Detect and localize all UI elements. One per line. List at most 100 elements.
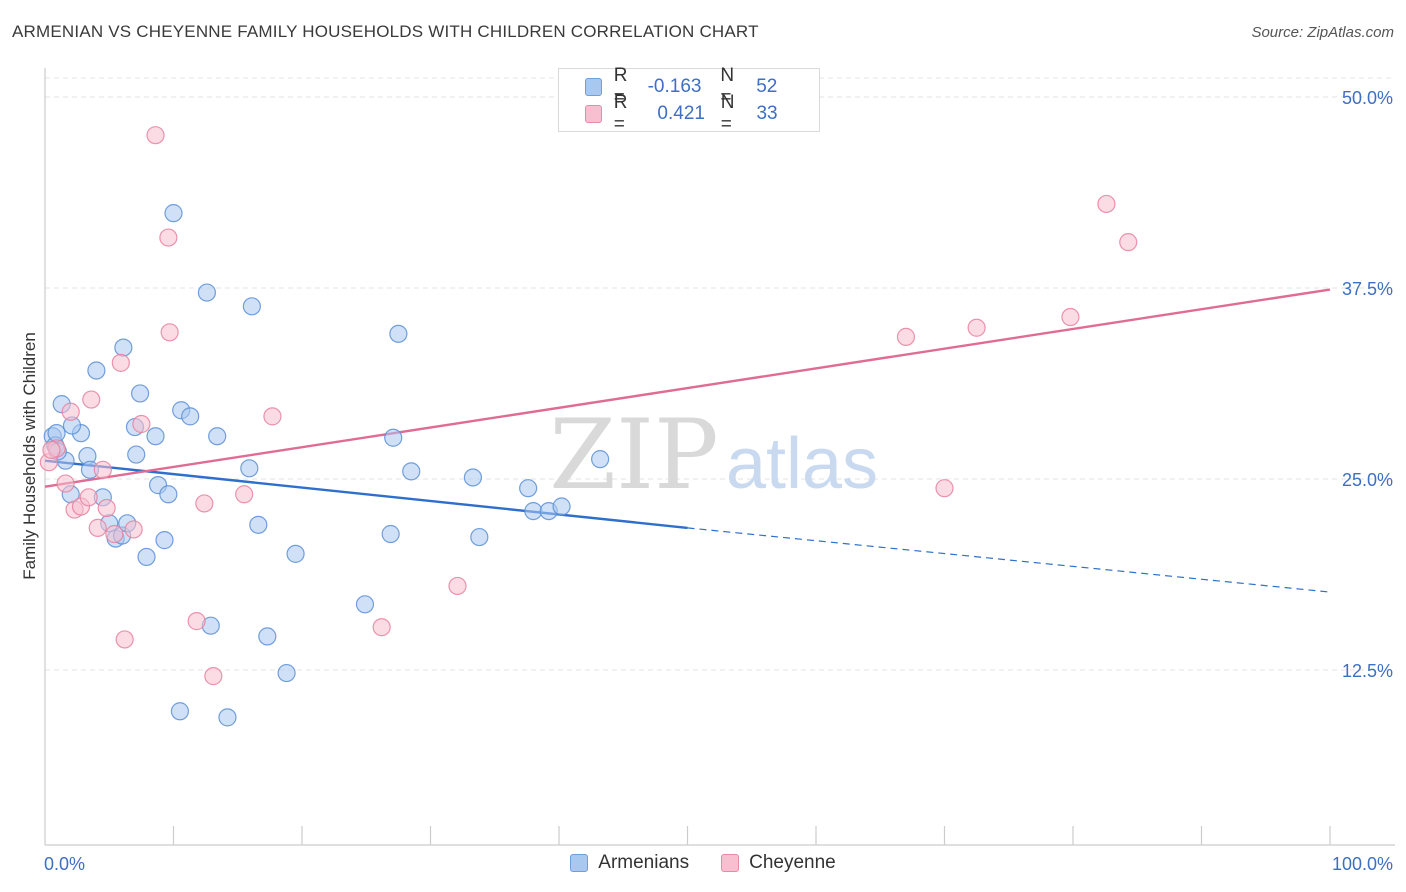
x-tick-label: 0.0%: [44, 854, 85, 874]
legend-n-value-armenians: 52: [756, 76, 778, 97]
point-cheyenne: [896, 327, 916, 346]
point-cheyenne: [235, 485, 254, 504]
point-cheyenne: [1119, 233, 1138, 252]
point-armenians: [470, 527, 489, 547]
point-cheyenne: [1061, 307, 1080, 327]
legend-swatch-armenians: [585, 78, 602, 96]
point-cheyenne: [105, 524, 124, 544]
point-cheyenne: [124, 520, 143, 539]
legend-r-label: R =: [613, 92, 628, 135]
series-swatch-cheyenne: [721, 854, 740, 872]
point-armenians: [164, 204, 183, 223]
grid-lines: [45, 77, 1395, 671]
point-armenians: [242, 297, 261, 316]
point-cheyenne: [56, 474, 75, 493]
series-legend-armenians[interactable]: Armenians: [570, 852, 689, 874]
point-armenians: [463, 468, 483, 487]
point-cheyenne: [160, 323, 179, 342]
point-cheyenne: [132, 414, 151, 434]
point-armenians: [240, 459, 259, 478]
point-cheyenne: [195, 494, 214, 513]
series-legend: Armenians Cheyenne: [0, 852, 1406, 874]
point-cheyenne: [97, 498, 116, 518]
point-armenians: [249, 515, 268, 534]
tick-labels: 12.5% 25.0% 37.5% 50.0% 0.0% 100.0%: [44, 88, 1393, 874]
legend-r-value-armenians: -0.163: [647, 76, 702, 97]
point-cheyenne: [1097, 194, 1116, 214]
point-cheyenne: [204, 667, 223, 686]
point-cheyenne: [263, 407, 282, 426]
point-armenians: [170, 702, 190, 721]
point-armenians: [552, 497, 571, 516]
point-armenians: [130, 384, 150, 403]
point-armenians: [87, 361, 106, 380]
point-cheyenne: [61, 402, 80, 421]
y-tick-label: 25.0%: [1342, 470, 1393, 490]
legend-n-label: N =: [720, 92, 735, 135]
point-armenians: [208, 427, 227, 446]
watermark: ZIP atlas: [549, 399, 878, 511]
series-swatch-armenians: [570, 854, 589, 872]
y-tick-label: 37.5%: [1342, 279, 1393, 299]
point-armenians: [127, 445, 146, 464]
point-armenians: [155, 531, 174, 550]
legend-n-label: N =: [720, 65, 735, 108]
point-cheyenne: [146, 126, 165, 145]
point-armenians: [258, 627, 277, 646]
point-armenians: [402, 462, 421, 481]
legend-row-cheyenne: R = 0.421 N = 33: [585, 92, 819, 135]
point-cheyenne: [935, 479, 954, 498]
trend-line-armenians: [44, 459, 688, 530]
y-tick-label: 12.5%: [1342, 661, 1393, 681]
x-tick-label: 100.0%: [1332, 854, 1393, 874]
data-points: [39, 126, 1138, 727]
point-armenians: [197, 283, 217, 302]
point-armenians: [181, 407, 200, 426]
point-armenians: [47, 424, 66, 443]
legend-swatch-cheyenne: [585, 105, 602, 123]
point-cheyenne: [448, 576, 467, 596]
series-legend-cheyenne[interactable]: Cheyenne: [721, 852, 836, 874]
point-cheyenne: [115, 630, 134, 649]
point-cheyenne: [93, 460, 112, 479]
legend-n-value-cheyenne: 33: [756, 103, 778, 124]
trend-line-armenians-extension: [687, 527, 1331, 593]
source-credit: Source: ZipAtlas.com: [1251, 24, 1394, 41]
point-armenians: [591, 450, 610, 469]
point-armenians: [524, 501, 543, 521]
legend-row-armenians: R = -0.163 N = 52: [585, 65, 819, 108]
point-armenians: [146, 427, 165, 446]
series-label-cheyenne: Cheyenne: [749, 852, 836, 873]
point-cheyenne: [79, 488, 98, 507]
point-armenians: [137, 547, 156, 567]
point-armenians: [381, 524, 400, 544]
point-cheyenne: [88, 518, 107, 537]
point-armenians: [355, 595, 375, 614]
trend-lines: [44, 288, 1331, 593]
point-armenians: [384, 428, 403, 447]
chart-title: ARMENIAN VS CHEYENNE FAMILY HOUSEHOLDS W…: [12, 22, 759, 41]
point-armenians: [389, 324, 408, 343]
point-cheyenne: [111, 353, 130, 372]
y-axis-label: Family Households with Children: [20, 332, 39, 580]
correlation-legend: R = -0.163 N = 52 R = 0.421 N = 33: [558, 65, 820, 135]
point-cheyenne: [967, 318, 986, 337]
point-cheyenne: [82, 390, 101, 409]
point-armenians: [218, 708, 237, 727]
point-cheyenne: [187, 612, 206, 631]
point-cheyenne: [159, 228, 178, 247]
point-armenians: [519, 479, 538, 498]
legend-r-value-cheyenne: 0.421: [657, 103, 705, 124]
point-armenians: [277, 663, 296, 683]
legend-r-label: R =: [613, 65, 628, 108]
point-armenians: [159, 485, 178, 504]
point-cheyenne: [42, 440, 61, 460]
watermark-atlas: atlas: [726, 424, 878, 504]
watermark-zip: ZIP: [549, 399, 718, 511]
y-tick-label: 50.0%: [1342, 88, 1393, 108]
series-label-armenians: Armenians: [598, 852, 690, 873]
point-armenians: [286, 544, 305, 563]
point-cheyenne: [372, 618, 391, 637]
point-armenians: [114, 338, 133, 357]
